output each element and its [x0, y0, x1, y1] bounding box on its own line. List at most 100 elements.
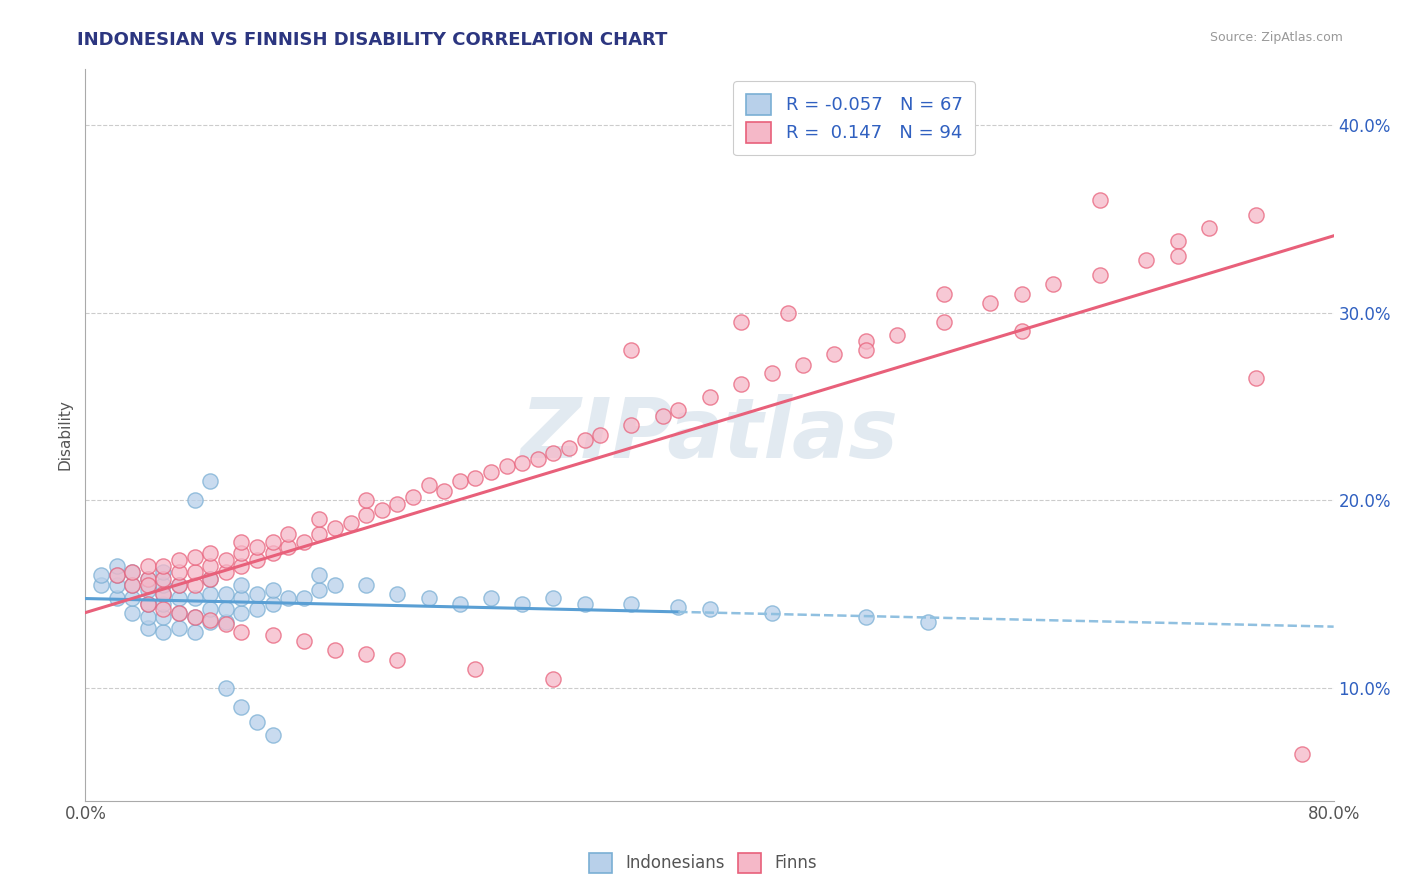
- Point: [855, 609, 877, 624]
- Point: [105, 568, 128, 582]
- Point: [308, 527, 330, 541]
- Point: [464, 662, 486, 676]
- Point: [262, 546, 284, 560]
- Text: INDONESIAN VS FINNISH DISABILITY CORRELATION CHART: INDONESIAN VS FINNISH DISABILITY CORRELA…: [77, 31, 668, 49]
- Point: [262, 628, 284, 642]
- Point: [200, 614, 222, 628]
- Point: [231, 699, 253, 714]
- Point: [886, 328, 908, 343]
- Point: [418, 478, 440, 492]
- Point: [1011, 286, 1033, 301]
- Point: [152, 587, 174, 601]
- Point: [152, 602, 174, 616]
- Point: [136, 578, 159, 592]
- Point: [620, 418, 643, 433]
- Point: [136, 572, 159, 586]
- Point: [183, 591, 205, 605]
- Point: [136, 572, 159, 586]
- Point: [823, 347, 845, 361]
- Point: [1011, 324, 1033, 338]
- Point: [121, 591, 143, 605]
- Point: [479, 591, 502, 605]
- Point: [402, 490, 425, 504]
- Point: [121, 578, 143, 592]
- Point: [354, 508, 377, 523]
- Point: [200, 558, 222, 573]
- Point: [776, 305, 799, 319]
- Point: [121, 565, 143, 579]
- Point: [215, 565, 238, 579]
- Point: [167, 606, 190, 620]
- Point: [1291, 747, 1313, 761]
- Point: [292, 534, 315, 549]
- Point: [464, 471, 486, 485]
- Point: [449, 597, 471, 611]
- Point: [183, 609, 205, 624]
- Point: [136, 597, 159, 611]
- Point: [387, 587, 409, 601]
- Point: [354, 647, 377, 661]
- Point: [699, 602, 721, 616]
- Point: [433, 483, 456, 498]
- Point: [730, 315, 752, 329]
- Point: [651, 409, 673, 423]
- Point: [121, 565, 143, 579]
- Point: [152, 565, 174, 579]
- Point: [167, 578, 190, 592]
- Point: [1042, 277, 1064, 292]
- Point: [246, 587, 269, 601]
- Point: [152, 578, 174, 592]
- Point: [215, 553, 238, 567]
- Point: [449, 475, 471, 489]
- Point: [231, 534, 253, 549]
- Point: [231, 546, 253, 560]
- Point: [387, 497, 409, 511]
- Point: [792, 358, 814, 372]
- Point: [105, 591, 128, 605]
- Point: [371, 502, 394, 516]
- Point: [761, 366, 783, 380]
- Point: [855, 343, 877, 357]
- Legend: R = -0.057   N = 67, R =  0.147   N = 94: R = -0.057 N = 67, R = 0.147 N = 94: [733, 81, 976, 155]
- Point: [183, 624, 205, 639]
- Point: [183, 609, 205, 624]
- Point: [1244, 371, 1267, 385]
- Point: [136, 583, 159, 598]
- Point: [761, 606, 783, 620]
- Point: [215, 681, 238, 695]
- Point: [589, 427, 612, 442]
- Point: [136, 597, 159, 611]
- Point: [231, 624, 253, 639]
- Point: [277, 527, 299, 541]
- Point: [231, 591, 253, 605]
- Point: [200, 602, 222, 616]
- Point: [215, 602, 238, 616]
- Point: [699, 390, 721, 404]
- Point: [730, 376, 752, 391]
- Point: [152, 597, 174, 611]
- Point: [215, 615, 238, 630]
- Point: [200, 587, 222, 601]
- Point: [308, 583, 330, 598]
- Point: [262, 597, 284, 611]
- Point: [90, 568, 112, 582]
- Point: [543, 446, 565, 460]
- Point: [418, 591, 440, 605]
- Point: [1088, 193, 1111, 207]
- Y-axis label: Disability: Disability: [58, 399, 72, 470]
- Point: [855, 334, 877, 348]
- Point: [479, 465, 502, 479]
- Point: [200, 615, 222, 630]
- Point: [666, 600, 689, 615]
- Point: [215, 587, 238, 601]
- Point: [495, 459, 517, 474]
- Point: [152, 558, 174, 573]
- Point: [167, 565, 190, 579]
- Point: [136, 609, 159, 624]
- Point: [183, 493, 205, 508]
- Point: [292, 591, 315, 605]
- Point: [121, 606, 143, 620]
- Point: [105, 568, 128, 582]
- Point: [666, 403, 689, 417]
- Point: [354, 578, 377, 592]
